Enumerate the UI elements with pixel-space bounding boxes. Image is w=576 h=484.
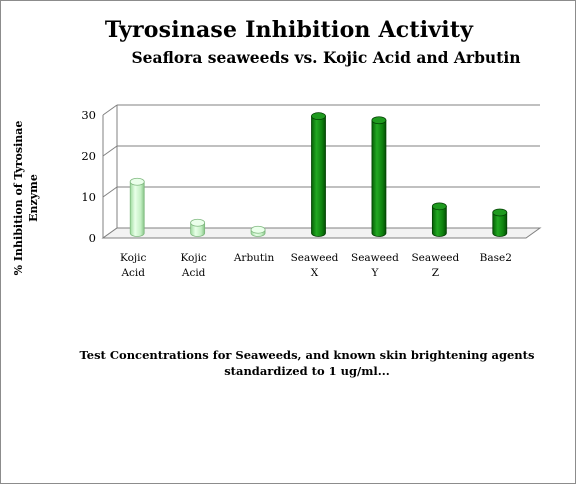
bar	[492, 212, 508, 237]
bar	[371, 119, 387, 237]
y-tick-label: 10	[81, 190, 96, 204]
x-tick-label: Seaweed Y	[351, 252, 399, 279]
bar	[129, 181, 145, 237]
chart-title: Tyrosinase Inhibition Activity	[104, 17, 474, 43]
x-tick-label: Base2	[480, 252, 512, 264]
y-tick-label: 0	[89, 231, 96, 245]
gridline-connector	[102, 186, 118, 198]
x-axis-label-line-1: Test Concentrations for Seaweeds, and kn…	[79, 348, 535, 362]
bar-top	[250, 225, 266, 234]
bar-top	[129, 177, 145, 186]
bar-top	[190, 218, 206, 227]
bar-top	[431, 202, 447, 211]
bar-top	[311, 112, 326, 121]
gridline-connector	[102, 145, 118, 157]
x-axis-label-line-2: standardized to 1 ug/ml...	[224, 364, 390, 378]
y-tick-label: 20	[81, 149, 96, 163]
bar	[311, 115, 326, 237]
x-axis-label: Test Concentrations for Seaweeds, and kn…	[1, 347, 576, 379]
bar-top	[492, 208, 508, 217]
gridline-connector	[102, 104, 118, 116]
x-tick-label: Kojic Acid	[180, 252, 206, 279]
x-tick-label: Seaweed Z	[411, 252, 459, 279]
x-tick-label: Kojic Acid	[120, 252, 146, 279]
y-tick-label: 30	[81, 108, 96, 122]
x-tick-label: Seaweed X	[291, 252, 339, 279]
bar-top	[371, 116, 387, 125]
bar	[431, 205, 447, 237]
x-tick-label: Arbutin	[233, 252, 275, 264]
chart-subtitle: Seaflora seaweeds vs. Kojic Acid and Arb…	[131, 48, 521, 67]
